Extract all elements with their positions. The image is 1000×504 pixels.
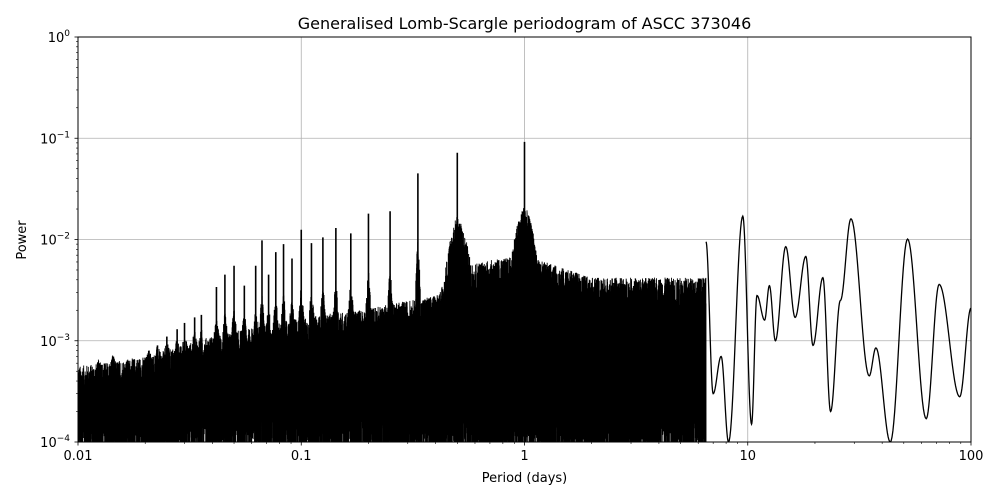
x-tick-label: 1: [520, 449, 528, 464]
x-axis-ticks: 0.01 0.1 1 10 100: [64, 442, 984, 464]
y-tick-label: 100: [48, 29, 71, 46]
y-tick-label: 10−2: [40, 232, 70, 249]
chart-title: Generalised Lomb-Scargle periodogram of …: [298, 14, 752, 33]
y-tick-label: 10−3: [40, 333, 70, 350]
y-tick-label: 10−4: [40, 434, 70, 451]
x-tick-label: 10: [739, 449, 756, 464]
y-axis-label: Power: [15, 220, 30, 260]
y-axis-ticks: 10−4 10−3 10−2 10−1 100: [40, 29, 78, 451]
x-axis-label: Period (days): [482, 471, 568, 486]
y-tick-label: 10−1: [40, 130, 70, 147]
periodogram-line: [78, 141, 971, 442]
x-tick-label: 100: [959, 449, 984, 464]
x-tick-label: 0.01: [64, 449, 93, 464]
x-tick-label: 0.1: [291, 449, 312, 464]
